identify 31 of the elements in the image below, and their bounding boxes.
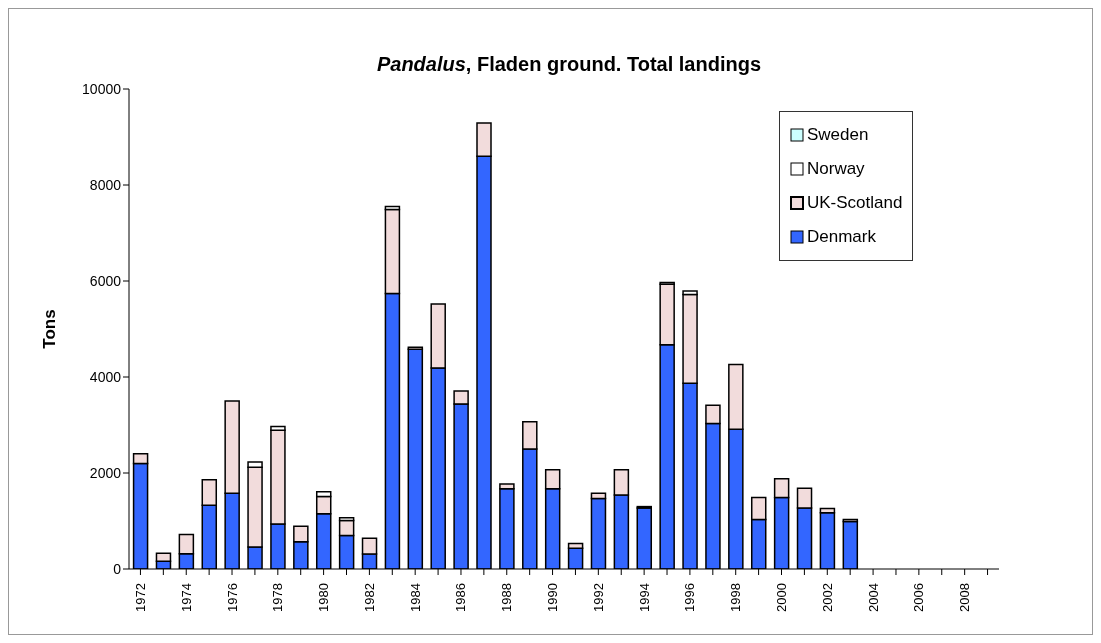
y-tick-label: 2000 [89,464,122,481]
legend-label: Norway [807,158,865,180]
x-tick-label: 1986 [453,583,469,612]
y-tick-label: 8000 [89,176,122,193]
legend-label: Denmark [807,226,876,248]
x-tick-label: 1998 [728,583,744,612]
y-tick-label: 4000 [89,368,122,385]
x-tick-label: 1980 [316,583,332,612]
legend-label: Sweden [807,124,869,146]
x-tick-label: 2006 [911,583,927,612]
x-tick-label: 2004 [865,583,881,612]
chart-title: Pandalus, Fladen ground. Total landings [375,53,763,76]
x-tick-label: 1976 [224,583,240,612]
x-tick-label: 1992 [590,583,606,612]
x-tick-label: 1988 [499,583,515,612]
x-tick-label: 2000 [774,583,789,612]
y-tick-label: 6000 [89,272,122,289]
y-tick-label: 0 [113,560,122,577]
x-tick-label: 1982 [361,583,377,612]
x-tick-label: 1972 [132,583,148,612]
y-tick-label: 10000 [82,80,122,97]
x-tick-label: 1978 [270,583,286,612]
x-tick-label: 1990 [545,583,561,612]
legend-label: UK-Scotland [807,192,903,214]
x-tick-label: 1994 [636,583,652,612]
y-axis-title: Tons [40,309,60,349]
x-tick-label: 1974 [178,583,194,612]
x-tick-label: 2008 [957,583,973,612]
x-tick-label: 2002 [819,583,835,612]
x-tick-label: 1996 [682,583,698,612]
x-tick-label: 1984 [407,583,423,612]
